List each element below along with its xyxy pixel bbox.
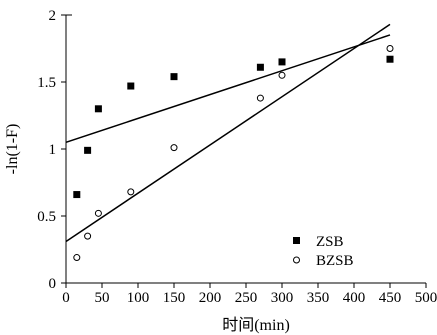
legend-label-bzsb: BZSB xyxy=(316,253,354,269)
tick-group: 0 50 100 150 200 250 300 350 400 450 500 0 0.5 1 1.5 2 xyxy=(37,8,437,306)
legend-marker-zsb xyxy=(293,237,300,244)
x-tick-label: 400 xyxy=(343,290,366,306)
x-tick-label: 0 xyxy=(62,290,70,306)
data-point-bzsb xyxy=(84,232,92,240)
data-point-bzsb xyxy=(278,71,286,79)
axes xyxy=(65,14,426,284)
data-point-bzsb xyxy=(170,144,178,152)
data-point-bzsb xyxy=(127,188,135,196)
y-tick-label: 0.5 xyxy=(37,209,56,225)
data-point-zsb xyxy=(94,105,102,113)
legend-marker-bzsb xyxy=(293,256,300,264)
y-tick-label: 1.5 xyxy=(37,75,56,91)
data-point-zsb xyxy=(84,146,92,154)
data-point-zsb xyxy=(170,73,178,81)
x-tick-label: 100 xyxy=(127,290,150,306)
x-tick-label: 450 xyxy=(379,290,402,306)
fit-line-zsb xyxy=(65,34,391,144)
data-points xyxy=(73,45,394,262)
x-tick-label: 350 xyxy=(307,290,330,306)
x-tick-label: 250 xyxy=(235,290,258,306)
x-tick-label: 500 xyxy=(415,290,437,306)
data-point-zsb xyxy=(256,63,264,71)
data-point-zsb xyxy=(73,191,81,199)
x-axis-label: 时间(min) xyxy=(222,316,290,334)
data-point-zsb xyxy=(127,82,135,90)
data-point-bzsb xyxy=(256,94,264,102)
x-tick-label: 50 xyxy=(95,290,110,306)
y-tick-label: 1 xyxy=(49,142,57,158)
legend: ZSB BZSB xyxy=(293,234,354,269)
data-point-zsb xyxy=(278,58,286,66)
data-point-bzsb xyxy=(94,209,102,217)
legend-label-zsb: ZSB xyxy=(316,234,344,250)
x-tick-label: 300 xyxy=(271,290,294,306)
y-axis-label: -ln(1-F) xyxy=(4,124,21,175)
y-tick-label: 2 xyxy=(49,8,57,24)
data-point-bzsb xyxy=(386,45,394,52)
y-tick-label: 0 xyxy=(49,276,57,292)
data-point-bzsb xyxy=(73,254,81,262)
x-tick-label: 200 xyxy=(199,290,222,306)
x-tick-label: 150 xyxy=(163,290,186,306)
fit-line-bzsb xyxy=(65,23,391,243)
data-point-zsb xyxy=(386,55,394,63)
fit-lines xyxy=(65,23,391,243)
